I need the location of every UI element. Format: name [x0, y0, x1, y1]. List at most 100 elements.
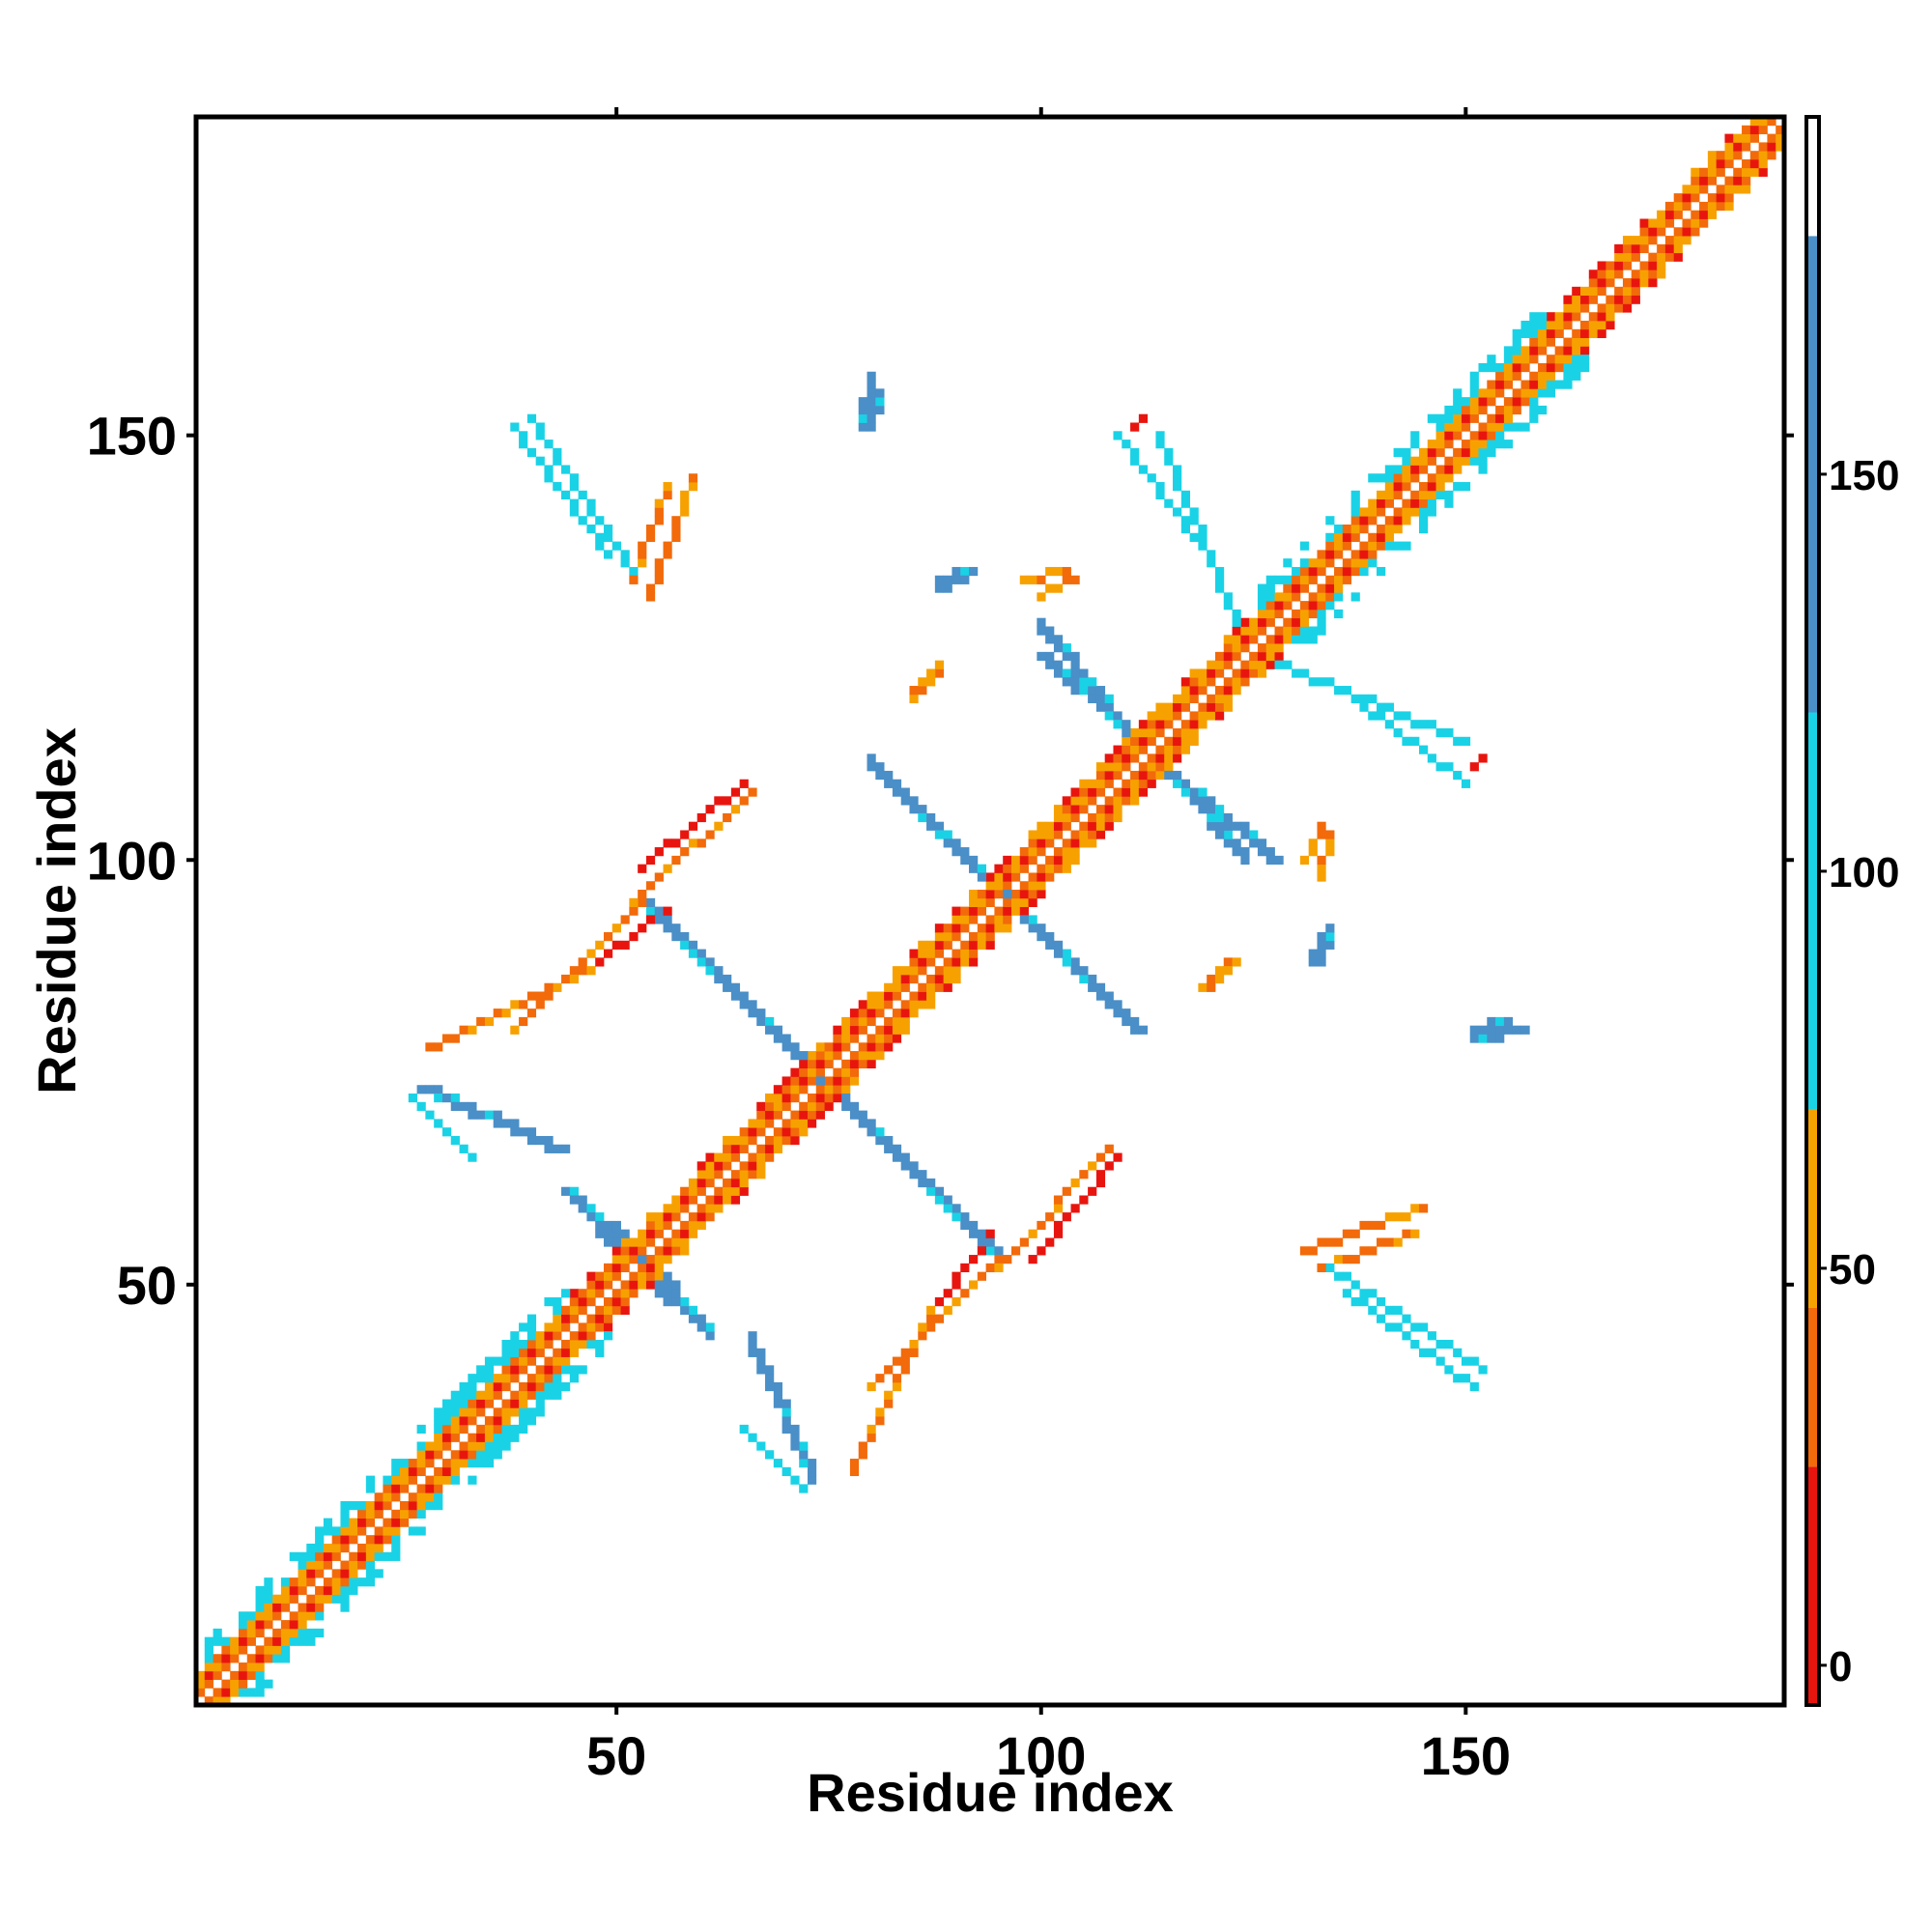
heatmap-cell [858, 1051, 867, 1061]
heatmap-cell [298, 1569, 307, 1578]
heatmap-cell [1325, 583, 1335, 593]
heatmap-cell [603, 550, 613, 559]
heatmap-cell [756, 1365, 766, 1375]
heatmap-cell [230, 1645, 240, 1655]
heatmap-cell [501, 1433, 511, 1442]
heatmap-cell [781, 1416, 791, 1426]
heatmap-cell [1028, 575, 1037, 584]
heatmap-cell [1317, 550, 1326, 559]
heatmap-cell [1657, 227, 1666, 237]
heatmap-cell [1189, 668, 1199, 678]
heatmap-cell [1223, 838, 1233, 848]
heatmap-cell [1538, 328, 1548, 338]
heatmap-cell [1308, 592, 1318, 602]
heatmap-cell [918, 957, 927, 967]
heatmap-cell [1572, 362, 1581, 373]
heatmap-cell [586, 1271, 596, 1281]
heatmap-cell [493, 1374, 502, 1383]
heatmap-cell [1265, 617, 1275, 627]
heatmap-cell [1410, 1339, 1420, 1350]
heatmap-cell [1487, 380, 1496, 389]
heatmap-cell [510, 1331, 520, 1341]
heatmap-cell [586, 507, 596, 517]
heatmap-cell [1232, 617, 1241, 627]
heatmap-cell [399, 1466, 410, 1477]
heatmap-cell [756, 1119, 766, 1128]
heatmap-cell [1138, 465, 1149, 474]
heatmap-cell [1707, 193, 1718, 203]
heatmap-cell [1469, 431, 1479, 440]
heatmap-cell [391, 1466, 401, 1477]
heatmap-cell [1572, 371, 1581, 381]
heatmap-cell [1292, 626, 1301, 636]
heatmap-cell [1469, 413, 1479, 423]
heatmap-cell [714, 966, 724, 976]
heatmap-cell [519, 1348, 528, 1357]
colorbar-band [1806, 1109, 1819, 1308]
heatmap-cell [696, 1161, 706, 1171]
heatmap-cell [1682, 185, 1691, 194]
heatmap-cell [1690, 176, 1700, 185]
heatmap-cell [1045, 583, 1055, 593]
heatmap-cell [553, 982, 562, 992]
heatmap-cell [1546, 312, 1556, 322]
heatmap-cell [1257, 592, 1267, 602]
heatmap-cell [1308, 949, 1318, 958]
heatmap-cell [849, 1110, 860, 1120]
heatmap-cell [680, 1246, 690, 1256]
heatmap-cell [1776, 125, 1785, 134]
heatmap-cell [858, 1016, 867, 1027]
heatmap-cell [1010, 855, 1021, 866]
colorbar-band [1806, 1308, 1819, 1467]
heatmap-cell [1503, 355, 1514, 364]
heatmap-cell [1028, 1229, 1037, 1238]
heatmap-cell [468, 1390, 477, 1400]
heatmap-cell [1580, 346, 1590, 355]
heatmap-cell [1053, 812, 1064, 823]
heatmap-cell [611, 1271, 621, 1281]
heatmap-cell [213, 1688, 222, 1697]
heatmap-cell [399, 1509, 410, 1519]
heatmap-cell [476, 1450, 486, 1460]
heatmap-cell [221, 1662, 231, 1672]
heatmap-cell [1657, 252, 1666, 262]
heatmap-cell [1342, 1289, 1352, 1298]
heatmap-cell [586, 1331, 596, 1341]
heatmap-cell [1070, 855, 1080, 866]
heatmap-cell [1393, 507, 1403, 517]
heatmap-cell [1037, 872, 1046, 882]
heatmap-cell [781, 1094, 791, 1103]
heatmap-cell [1368, 1305, 1378, 1315]
heatmap-cell [1435, 422, 1445, 432]
heatmap-cell [1265, 855, 1275, 866]
heatmap-cell [654, 1255, 664, 1264]
heatmap-cell [255, 1688, 265, 1697]
heatmap-cell [315, 1611, 325, 1621]
heatmap-cell [1104, 702, 1114, 712]
heatmap-cell [603, 1229, 613, 1238]
heatmap-cell [773, 1459, 783, 1468]
heatmap-cell [1572, 328, 1581, 338]
heatmap-cell [926, 940, 936, 950]
heatmap-cell [544, 991, 554, 1001]
heatmap-cell [1334, 1271, 1344, 1281]
heatmap-cell [1104, 805, 1114, 814]
heatmap-cell [340, 1501, 350, 1511]
heatmap-cell [663, 1220, 672, 1231]
heatmap-cell [1427, 753, 1436, 763]
heatmap-cell [1308, 1246, 1318, 1256]
heatmap-cell [1214, 805, 1225, 814]
heatmap-cell [1393, 1212, 1403, 1222]
heatmap-cell [875, 388, 885, 398]
heatmap-cell [1402, 736, 1411, 746]
heatmap-cell [1749, 158, 1760, 169]
heatmap-cell [1554, 355, 1564, 364]
heatmap-cell [1342, 541, 1352, 551]
heatmap-cell [1198, 982, 1208, 992]
heatmap-cell [1384, 498, 1394, 508]
heatmap-cell [1113, 431, 1122, 440]
heatmap-cell [952, 957, 961, 967]
heatmap-cell [416, 1459, 426, 1468]
heatmap-cell [611, 1255, 621, 1264]
heatmap-cell [1223, 660, 1233, 669]
